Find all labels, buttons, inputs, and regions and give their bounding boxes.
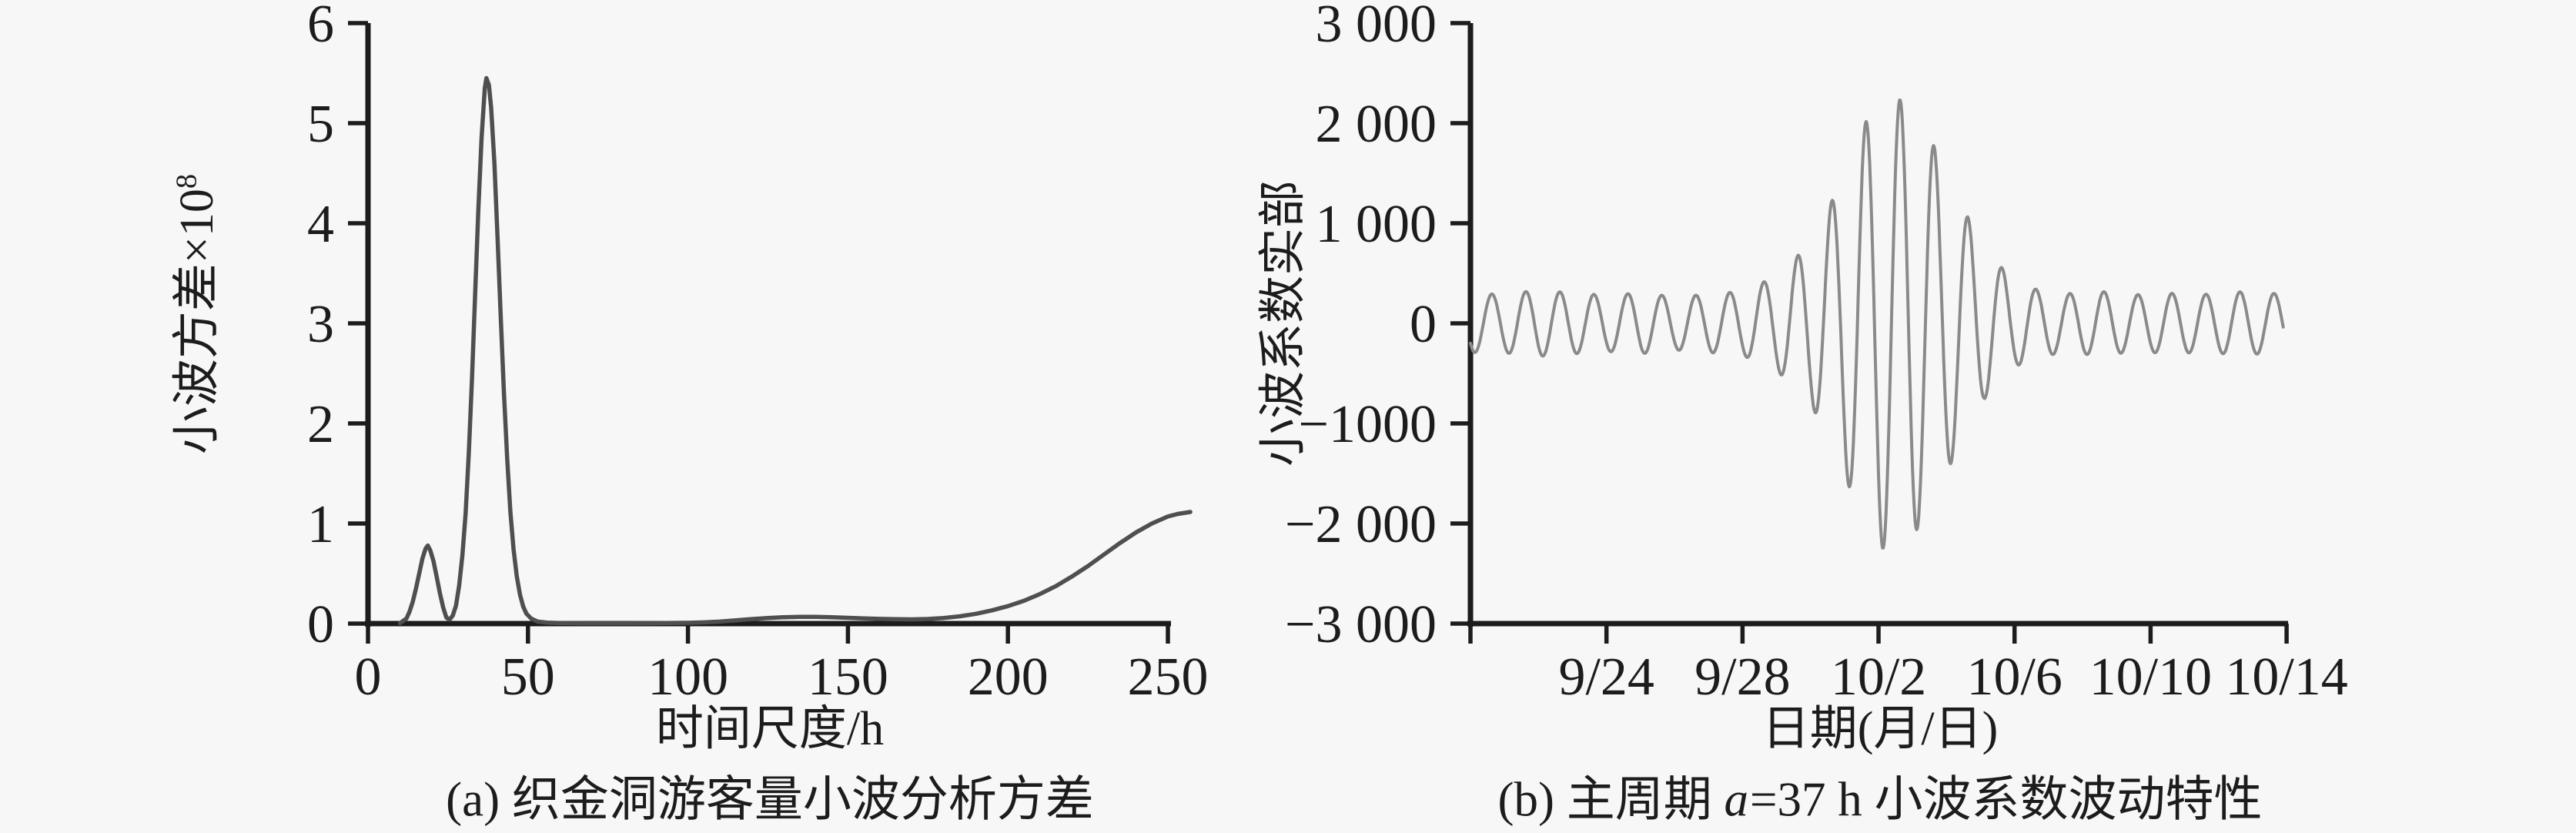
- chart-a-y-tick-label: 1: [307, 495, 334, 554]
- chart-b-y-axis-title: 小波系数实部: [1257, 179, 1310, 467]
- chart-a-y-axis-title-text: 小波方差×10: [171, 189, 223, 455]
- chart-b-x-axis-title: 日期(月/日): [1761, 703, 1999, 755]
- chart-a-caption: (a) 织金洞游客量小波分析方差: [446, 772, 1094, 827]
- chart-a-y-tick-label: 3: [307, 295, 334, 354]
- chart-b-caption: (b) 主周期 a=37 h 小波系数波动特性: [1498, 761, 2263, 831]
- chart-b-x-tick-label: 9/28: [1694, 647, 1790, 707]
- chart-a-x-tick-label: 100: [647, 647, 728, 707]
- chart-a-y-axis-title-exponent: 8: [170, 173, 203, 189]
- chart-a-y-tick-label: 0: [307, 595, 334, 654]
- chart-b-coefficient-wave: [1469, 99, 2285, 550]
- chart-b-caption-suffix: =37 h 小波系数波动特性: [1749, 772, 2263, 827]
- chart-b-y-tick-label: 1 000: [1316, 195, 1437, 254]
- chart-b-x-tick-label: 10/14: [2225, 647, 2347, 707]
- chart-b-y-tick-label: 2 000: [1316, 95, 1437, 154]
- chart-a-y-tick-label: 2: [307, 395, 334, 454]
- chart-b-x-tick-label: 10/2: [1831, 647, 1926, 707]
- chart-a-x-tick-label: 250: [1128, 647, 1209, 707]
- chart-b-y-tick-label: −3 000: [1285, 595, 1437, 654]
- chart-b-y-tick-label: −1000: [1299, 395, 1437, 454]
- chart-b-y-tick-label: −2 000: [1285, 495, 1437, 554]
- chart-b-x-tick-label: 9/24: [1558, 647, 1654, 707]
- chart-a-y-tick-label: 6: [307, 0, 334, 54]
- chart-b-caption-italic-a: a: [1724, 772, 1748, 827]
- chart-a-x-tick-label: 50: [501, 647, 555, 707]
- chart-a-variance-curve: [397, 75, 1193, 626]
- chart-b-y-tick-label: 3 000: [1316, 0, 1437, 54]
- chart-a-x-tick-label: 150: [808, 647, 888, 707]
- chart-a-x-axis-title: 时间尺度/h: [655, 703, 885, 755]
- chart-b-x-tick-label: 10/6: [1966, 647, 2062, 707]
- chart-a-y-axis-title: 小波方差×108: [157, 174, 226, 454]
- chart-b-caption-prefix: (b) 主周期: [1497, 772, 1725, 827]
- chart-a-y-tick-label: 4: [307, 195, 334, 254]
- chart-a-y-tick-label: 5: [307, 95, 334, 154]
- chart-a-x-tick-label: 200: [968, 647, 1049, 707]
- chart-a-x-tick-label: 0: [355, 647, 382, 707]
- chart-b-x-tick-label: 10/10: [2089, 647, 2212, 707]
- chart-b-y-tick-label: 0: [1410, 295, 1437, 354]
